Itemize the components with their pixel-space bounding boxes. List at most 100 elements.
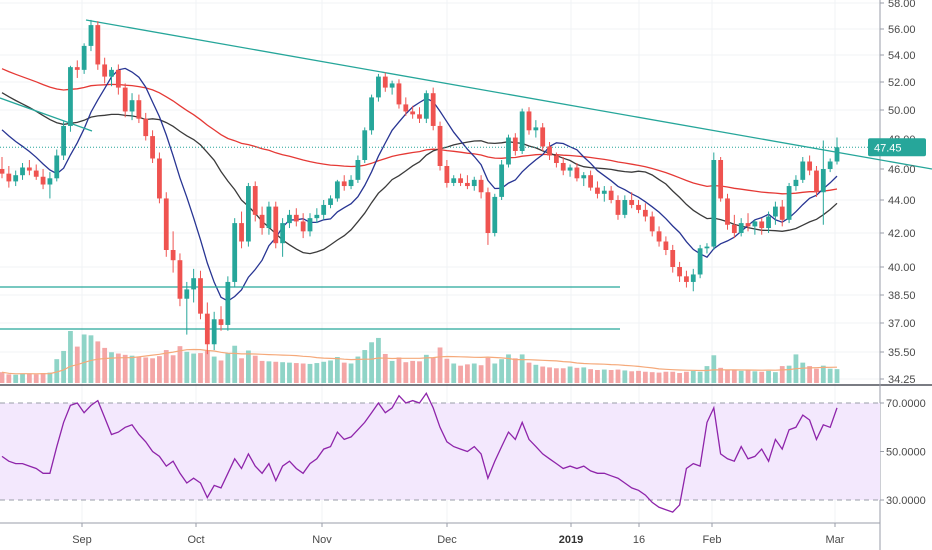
indicator-tick-label: 70.0000 (886, 398, 926, 410)
candle-body (506, 137, 511, 165)
indicator-pane: 70.0000 50.0000 30.0000 (0, 392, 926, 513)
candle-body (629, 200, 635, 205)
candle-body (745, 223, 751, 227)
volume-bar (136, 356, 142, 383)
candle-body (40, 176, 46, 185)
volume-bar (731, 370, 737, 383)
candle-body (369, 97, 374, 131)
volume-bar (170, 355, 176, 383)
candle-body (122, 87, 128, 112)
candle-body (608, 190, 614, 200)
volume-bars (0, 331, 840, 383)
volume-bar (287, 362, 292, 383)
time-tick-label: Sep (72, 534, 92, 546)
candles (0, 19, 840, 355)
candle-body (0, 169, 5, 174)
candle-body (656, 231, 662, 242)
volume-bar (615, 369, 621, 383)
last-price-marker: 47.45 (868, 138, 926, 157)
candle-body (759, 221, 765, 229)
candle-body (410, 111, 416, 115)
candle-body (704, 246, 710, 249)
volume-bar (622, 370, 628, 383)
volume-bar (382, 353, 388, 383)
volume-bar (54, 359, 60, 383)
candle-body (184, 289, 190, 299)
volume-bar (642, 371, 648, 383)
candle-body (773, 206, 778, 217)
volume-bar (779, 366, 785, 383)
candle-body (547, 146, 552, 156)
candle-body (642, 209, 648, 217)
volume-bar (348, 363, 354, 383)
candle-body (793, 179, 799, 187)
volume-bar (752, 371, 758, 383)
volume-bar (33, 374, 39, 383)
price-tick-label: 37.00 (888, 318, 916, 330)
candle-body (61, 125, 66, 156)
candle-body (204, 313, 210, 345)
price-tick-label: 42.00 (888, 228, 916, 240)
candle-body (47, 178, 53, 185)
volume-ma-line (1, 348, 838, 375)
time-axis: Sep Oct Nov Dec 2019 16 Feb Mar (72, 523, 845, 546)
time-tick-label: Oct (187, 534, 204, 546)
volume-bar (6, 374, 12, 383)
candle-body (280, 223, 286, 244)
volume-bar (245, 350, 251, 383)
candle-body (684, 276, 689, 282)
volume-bar (40, 373, 46, 383)
candle-body (157, 158, 162, 199)
volume-bar (129, 355, 135, 383)
candle-body (6, 173, 12, 182)
volume-bar (663, 371, 669, 383)
candle-body (20, 167, 25, 176)
price-tick-label: 54.00 (888, 50, 916, 62)
candle-body (102, 64, 108, 77)
volume-bar (718, 367, 724, 383)
candle-body (814, 170, 819, 193)
candle-body (492, 196, 498, 233)
volume-bar (102, 347, 108, 383)
candle-body (382, 76, 388, 88)
volume-bar (499, 359, 505, 383)
volume-bar (458, 365, 463, 383)
candle-body (711, 160, 717, 247)
candle-body (266, 206, 272, 229)
volume-bar (547, 367, 552, 383)
volume-bar (725, 369, 730, 383)
volume-bar (677, 373, 682, 383)
volume-bar (574, 367, 580, 383)
volume-bar (465, 364, 470, 383)
volume-bar (122, 354, 128, 383)
volume-bar (670, 371, 676, 383)
long-moving-average-line (1, 68, 838, 195)
candle-body (191, 278, 197, 290)
volume-bar (690, 370, 696, 383)
volume-bar (150, 358, 155, 383)
price-tick-label: 38.50 (888, 290, 916, 302)
candle-body (321, 204, 327, 215)
volume-bar (684, 371, 689, 383)
candle-body (218, 319, 224, 325)
candle-body (239, 223, 244, 242)
volume-bar (738, 370, 744, 383)
volume-bar (430, 357, 436, 383)
volume-bar (47, 372, 53, 383)
trend-line (85, 19, 932, 170)
candle-body (437, 125, 443, 166)
volume-bar (81, 334, 87, 383)
candle-body (697, 248, 703, 275)
candle-body (834, 147, 840, 162)
time-tick-label: Dec (437, 534, 457, 546)
trend-line (0, 97, 93, 132)
volume-bar (204, 350, 210, 383)
candle-body (690, 274, 696, 282)
candle-body (615, 200, 621, 215)
volume-bar (759, 371, 765, 383)
volume-bar (814, 368, 819, 383)
volume-bar (656, 372, 662, 383)
volume-bar (198, 353, 203, 383)
candle-body (109, 69, 114, 77)
